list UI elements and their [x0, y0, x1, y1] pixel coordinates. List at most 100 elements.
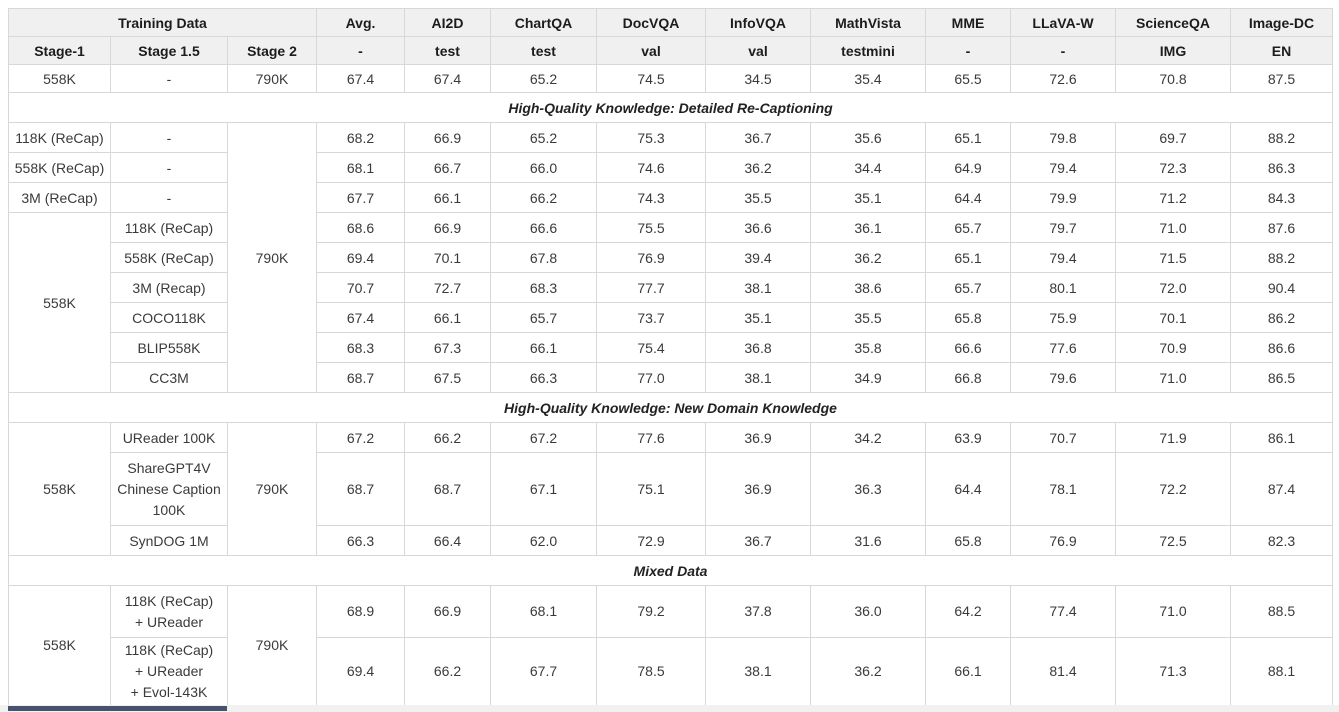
metric-cell: 76.9 [596, 242, 706, 273]
metric-cell: 67.5 [404, 362, 491, 393]
horizontal-scrollbar-thumb[interactable] [8, 706, 227, 711]
metric-cell: 70.8 [1115, 64, 1231, 93]
metric-cell: 68.2 [316, 122, 405, 153]
metric-cell: 66.0 [490, 152, 597, 183]
header-row-benchmarks: Training Data Avg. AI2D ChartQA DocVQA I… [8, 8, 1333, 37]
col-header-ai2d: AI2D [404, 8, 491, 37]
section-header-mixed-data: Mixed Data [8, 555, 1333, 586]
stage15-cell: 118K (ReCap) [110, 212, 228, 243]
horizontal-scrollbar[interactable] [0, 705, 1339, 712]
col-header-infovqa: InfoVQA [705, 8, 811, 37]
metric-cell: 66.8 [925, 362, 1011, 393]
metric-cell: 31.6 [810, 525, 926, 556]
stage1-cell: 3M (ReCap) [8, 182, 111, 213]
stage15-cell: 118K (ReCap) + UReader + Evol-143K [110, 637, 228, 706]
metric-cell: 35.4 [810, 64, 926, 93]
metric-cell: 68.9 [316, 585, 405, 638]
metric-cell: 70.7 [316, 272, 405, 303]
table-row: COCO118K 67.4 66.1 65.7 73.7 35.1 35.5 6… [9, 302, 1333, 333]
metric-cell: 35.5 [810, 302, 926, 333]
col-header-avg: Avg. [316, 8, 405, 37]
table-row: 558K (ReCap) 69.4 70.1 67.8 76.9 39.4 36… [9, 242, 1333, 273]
metric-cell: 66.9 [404, 212, 491, 243]
metric-cell: 67.7 [316, 182, 405, 213]
metric-cell: 38.1 [705, 272, 811, 303]
metric-cell: 64.4 [925, 452, 1011, 526]
metric-cell: 77.6 [1010, 332, 1116, 363]
metric-cell: 37.8 [705, 585, 811, 638]
stage1-cell: 558K [8, 422, 111, 556]
col-header-scienceqa: ScienceQA [1115, 8, 1231, 37]
metric-cell: 78.1 [1010, 452, 1116, 526]
stage1-cell: 118K (ReCap) [8, 122, 111, 153]
metric-cell: 87.6 [1230, 212, 1333, 243]
metric-cell: 38.1 [705, 362, 811, 393]
stage15-cell: BLIP558K [110, 332, 228, 363]
metric-cell: 70.9 [1115, 332, 1231, 363]
stage2-cell: 790K [227, 585, 317, 706]
metric-cell: 36.7 [705, 122, 811, 153]
metric-cell: 79.6 [1010, 362, 1116, 393]
metric-cell: 64.2 [925, 585, 1011, 638]
table-row: 558K (ReCap) - 68.1 66.7 66.0 74.6 36.2 … [8, 152, 1333, 183]
metric-cell: 88.1 [1230, 637, 1333, 706]
metric-cell: 67.4 [316, 302, 405, 333]
metric-cell: 79.4 [1010, 152, 1116, 183]
metric-cell: 36.2 [810, 637, 926, 706]
metric-cell: 65.5 [925, 64, 1011, 93]
metric-cell: 87.4 [1230, 452, 1333, 526]
metric-cell: 74.3 [596, 182, 706, 213]
stage15-cell: CC3M [110, 362, 228, 393]
metric-cell: 70.1 [404, 242, 491, 273]
table-row: 558K UReader 100K 790K 67.2 66.2 67.2 77… [8, 422, 1333, 556]
metric-cell: 76.9 [1010, 525, 1116, 556]
col-header-llava-w: LLaVA-W [1010, 8, 1116, 37]
section-title: High-Quality Knowledge: New Domain Knowl… [8, 392, 1333, 423]
table-row: 558K 118K (ReCap) 68.6 66.9 66.6 75.5 36… [8, 212, 1333, 393]
table-row: SynDOG 1M 66.3 66.4 62.0 72.9 36.7 31.6 … [9, 525, 1333, 556]
table-row: BLIP558K 68.3 67.3 66.1 75.4 36.8 35.8 6… [9, 332, 1333, 363]
metric-cell: 36.7 [705, 525, 811, 556]
metric-cell: 36.8 [705, 332, 811, 363]
table-row-baseline: 558K - 790K 67.4 67.4 65.2 74.5 34.5 35.… [8, 64, 1333, 93]
metric-cell: 72.0 [1115, 272, 1231, 303]
metric-cell: 68.7 [404, 452, 491, 526]
metric-cell: 71.3 [1115, 637, 1231, 706]
metric-cell: 68.3 [490, 272, 597, 303]
table-row: ShareGPT4V Chinese Caption 100K 68.7 68.… [9, 452, 1333, 526]
metric-cell: 70.7 [1010, 422, 1116, 453]
metric-cell: 72.3 [1115, 152, 1231, 183]
col-subheader: - [925, 36, 1011, 65]
metric-cell: 36.0 [810, 585, 926, 638]
metric-cell: 36.2 [705, 152, 811, 183]
col-header-mme: MME [925, 8, 1011, 37]
metric-cell: 38.6 [810, 272, 926, 303]
metric-cell: 71.0 [1115, 212, 1231, 243]
stage15-cell: ShareGPT4V Chinese Caption 100K [110, 452, 228, 526]
col-subheader: IMG [1115, 36, 1231, 65]
metric-cell: 65.7 [925, 212, 1011, 243]
metric-cell: 66.1 [404, 182, 491, 213]
metric-cell: 69.4 [316, 637, 405, 706]
metric-cell: 65.1 [925, 242, 1011, 273]
metric-cell: 68.1 [490, 585, 597, 638]
metric-cell: 72.9 [596, 525, 706, 556]
col-header-image-dc: Image-DC [1230, 8, 1333, 37]
metric-cell: 66.1 [490, 332, 597, 363]
metric-cell: 62.0 [490, 525, 597, 556]
metric-cell: 34.5 [705, 64, 811, 93]
col-subheader: val [705, 36, 811, 65]
metric-cell: 34.9 [810, 362, 926, 393]
metric-cell: 34.2 [810, 422, 926, 453]
metric-cell: 86.3 [1230, 152, 1333, 183]
metric-cell: 86.1 [1230, 422, 1333, 453]
metric-cell: 74.6 [596, 152, 706, 183]
stage15-cell: COCO118K [110, 302, 228, 333]
metric-cell: 67.2 [316, 422, 405, 453]
metric-cell: 66.1 [925, 637, 1011, 706]
col-subheader: - [1010, 36, 1116, 65]
metric-cell: 72.7 [404, 272, 491, 303]
training-data-header: Training Data [8, 8, 317, 37]
section-title: High-Quality Knowledge: Detailed Re-Capt… [8, 92, 1333, 123]
